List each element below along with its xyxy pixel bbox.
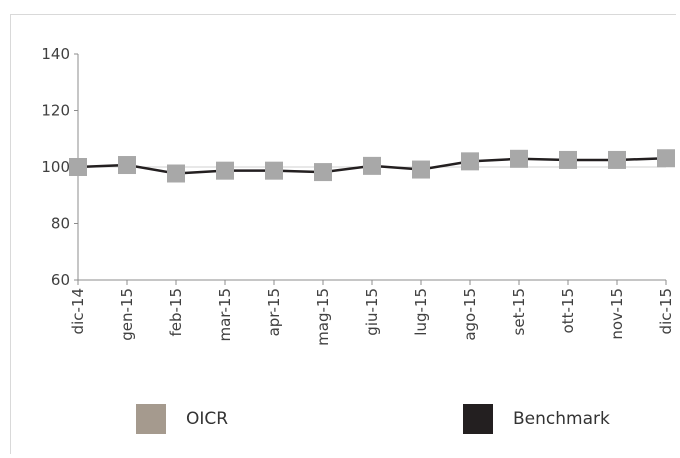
x-tick-label: lug-15	[412, 288, 430, 336]
y-tick-label: 60	[51, 271, 70, 289]
data-point-oicr	[657, 149, 675, 168]
x-tick-label: nov-15	[608, 288, 626, 340]
y-tick-label: 100	[41, 158, 70, 176]
legend-swatch-oicr	[136, 404, 166, 434]
chart-frame	[10, 14, 676, 454]
y-tick-labels: 60 80 100 120 140	[41, 45, 78, 289]
legend-swatch-benchmark	[463, 404, 493, 434]
legend-item-benchmark: Benchmark	[463, 404, 610, 434]
y-tick-label: 120	[41, 102, 70, 120]
y-tick-label: 140	[41, 45, 70, 63]
line-chart: 60 80 100 120 140 dic-14 gen-15 feb-15 mar-15 ap…	[41, 45, 675, 346]
legend-label-benchmark: Benchmark	[513, 409, 610, 429]
x-tick-label: ago-15	[461, 288, 479, 341]
data-point-oicr	[118, 156, 136, 175]
x-tick-label: ott-15	[559, 288, 577, 333]
legend-item-oicr: OICR	[136, 404, 228, 434]
data-point-oicr	[265, 161, 283, 180]
data-point-oicr	[69, 158, 87, 176]
data-point-oicr	[559, 150, 577, 169]
data-point-oicr	[216, 161, 234, 180]
x-tick-label: apr-15	[265, 288, 283, 336]
data-point-oicr	[167, 164, 185, 183]
data-point-oicr	[363, 156, 381, 175]
x-tick-label: gen-15	[118, 288, 136, 341]
x-tick-labels: dic-14 gen-15 feb-15 mar-15 apr-15 mag-15 giu-…	[69, 280, 675, 346]
x-tick-label: giu-15	[363, 288, 381, 336]
x-tick-label: set-15	[510, 288, 528, 335]
x-tick-label: mag-15	[314, 288, 332, 346]
x-tick-label: mar-15	[216, 288, 234, 342]
legend-label-oicr: OICR	[186, 409, 229, 429]
series-markers-oicr	[69, 149, 675, 183]
data-point-oicr	[412, 160, 430, 179]
x-tick-label: feb-15	[167, 288, 185, 337]
data-point-oicr	[510, 149, 528, 168]
data-point-oicr	[461, 152, 479, 171]
x-tick-label: dic-14	[69, 288, 87, 334]
data-point-oicr	[314, 163, 332, 182]
y-tick-label: 80	[51, 215, 70, 233]
x-tick-label: dic-15	[657, 288, 675, 334]
data-point-oicr	[608, 150, 626, 169]
